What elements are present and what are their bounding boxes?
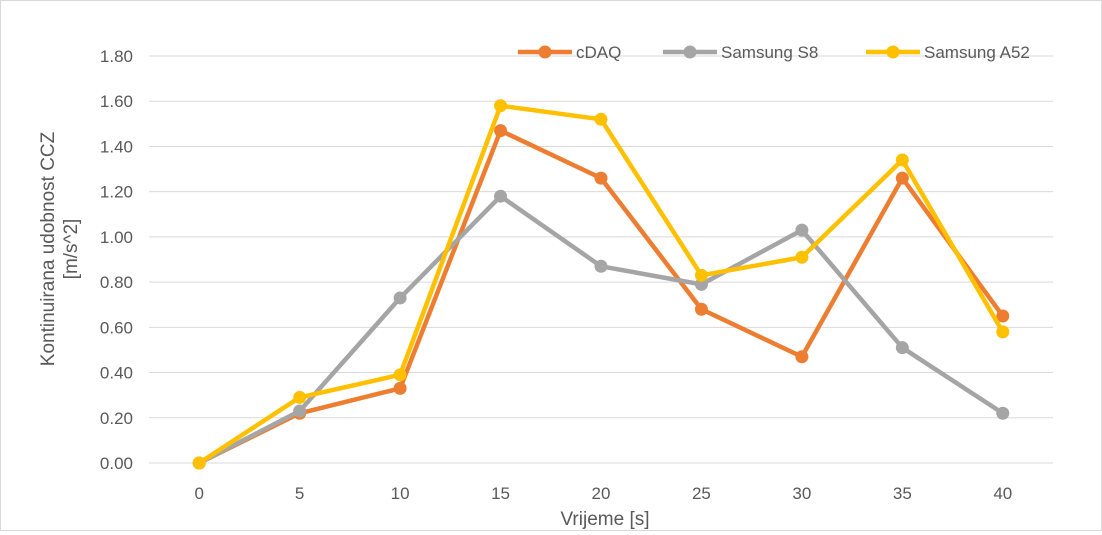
legend: cDAQ Samsung S8 Samsung A52	[518, 43, 1030, 62]
y-tick-label: 1.20	[100, 183, 133, 202]
y-axis-title-line2: [m/s^2]	[61, 219, 82, 280]
data-point	[393, 381, 407, 395]
legend-label: cDAQ	[576, 43, 621, 62]
legend-marker	[538, 45, 552, 59]
y-tick-label: 1.80	[100, 47, 133, 66]
y-tick-label: 0.80	[100, 273, 133, 292]
y-tick-label: 0.40	[100, 364, 133, 383]
x-tick-label: 15	[491, 484, 510, 503]
x-axis-title: Vrijeme [s]	[560, 509, 649, 530]
data-point	[192, 456, 206, 470]
y-tick-label: 0.60	[100, 318, 133, 337]
data-point	[594, 112, 608, 126]
data-point	[293, 390, 307, 404]
legend-marker	[683, 45, 697, 59]
data-point	[293, 404, 307, 418]
data-point	[594, 259, 608, 273]
data-point	[895, 153, 909, 167]
data-point	[694, 277, 708, 291]
x-tick-label: 40	[993, 484, 1012, 503]
data-point	[594, 171, 608, 185]
data-point	[393, 291, 407, 305]
series-layer	[192, 99, 1010, 470]
x-tick-label: 0	[194, 484, 203, 503]
legend-marker	[886, 45, 900, 59]
data-point	[996, 406, 1010, 420]
legend-label: Samsung A52	[924, 43, 1030, 62]
data-point	[996, 325, 1010, 339]
data-point	[494, 124, 508, 138]
data-point	[895, 171, 909, 185]
y-tick-label: 1.40	[100, 137, 133, 156]
series-samsung-s8	[192, 189, 1010, 470]
data-point	[895, 341, 909, 355]
data-point	[795, 350, 809, 364]
legend-item: Samsung S8	[663, 43, 818, 62]
legend-label: Samsung S8	[721, 43, 818, 62]
x-tick-labels: 0 5 10 15 20 25 30 35 40	[194, 484, 1012, 503]
data-point	[795, 250, 809, 264]
y-tick-label: 1.60	[100, 92, 133, 111]
series-line	[196, 193, 1006, 466]
y-tick-label: 0.00	[100, 454, 133, 473]
x-tick-label: 30	[792, 484, 811, 503]
series-samsung-a52	[192, 99, 1010, 470]
y-tick-label: 1.00	[100, 228, 133, 247]
x-tick-label: 35	[893, 484, 912, 503]
y-axis-title-line1: Kontinuirana udobnost CCZ	[38, 131, 59, 366]
legend-item: cDAQ	[518, 43, 621, 62]
x-tick-label: 5	[295, 484, 304, 503]
data-point	[694, 302, 708, 316]
data-point	[795, 223, 809, 237]
data-point	[393, 368, 407, 382]
x-tick-label: 20	[592, 484, 611, 503]
x-tick-label: 25	[692, 484, 711, 503]
y-tick-label: 0.20	[100, 409, 133, 428]
data-point	[494, 189, 508, 203]
data-point	[996, 309, 1010, 323]
y-tick-labels: 0.00 0.20 0.40 0.60 0.80 1.00 1.20 1.40 1.60 1.80	[100, 47, 133, 473]
data-point	[494, 99, 508, 113]
legend-item: Samsung A52	[866, 43, 1030, 62]
x-tick-label: 10	[391, 484, 410, 503]
data-point	[694, 268, 708, 282]
